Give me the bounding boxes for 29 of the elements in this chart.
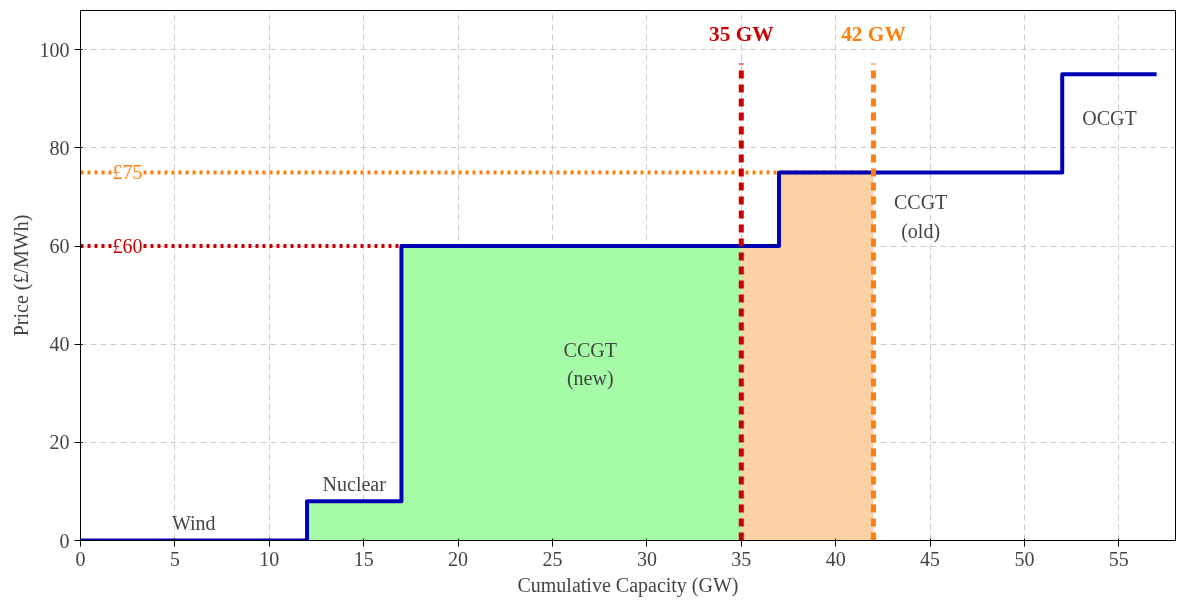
ref-line-label: £75 (112, 161, 143, 184)
x-tick-label: 20 (448, 547, 469, 570)
ref-line-label: 35 GW (708, 22, 774, 47)
x-tick-label: 55 (1108, 547, 1129, 570)
x-tick-label: 40 (825, 547, 846, 570)
x-tick-label: 50 (1014, 547, 1035, 570)
x-tick-label: 10 (259, 547, 280, 570)
y-tick-label: 100 (39, 38, 70, 61)
x-tick-label: 30 (636, 547, 657, 570)
annotation: Wind (171, 512, 216, 535)
ref-line-label: £60 (112, 235, 143, 258)
annotation: CCGT (new) (563, 338, 617, 391)
y-tick-label: 80 (49, 136, 70, 159)
y-axis-title: Price (£/MWh) (9, 214, 33, 337)
annotation: CCGT (old) (893, 191, 948, 243)
y-tick-label: 40 (49, 333, 70, 356)
y-tick-label: 0 (59, 529, 70, 552)
x-tick-label: 35 (731, 547, 752, 570)
annotation: OCGT (1082, 107, 1137, 130)
x-tick-label: 5 (169, 547, 180, 570)
x-tick-label: 0 (75, 547, 86, 570)
ref-line-label: 42 GW (841, 22, 906, 47)
x-tick-label: 25 (542, 547, 563, 570)
x-tick-label: 45 (920, 547, 941, 570)
annotation: Nuclear (322, 473, 387, 496)
y-tick-label: 60 (49, 235, 70, 258)
x-tick-label: 15 (353, 547, 374, 570)
y-tick-label: 20 (49, 431, 70, 454)
x-axis-title: Cumulative Capacity (GW) (517, 573, 739, 597)
